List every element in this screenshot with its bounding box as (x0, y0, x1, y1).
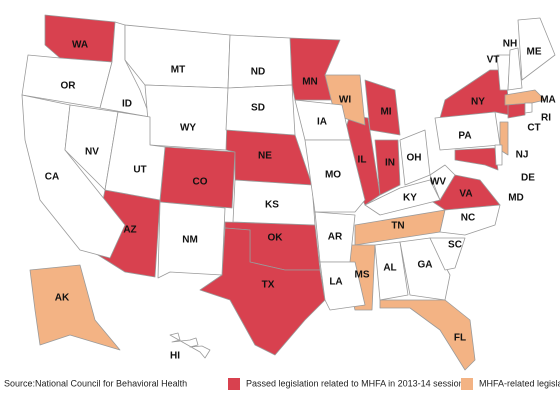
state-label: LA (329, 277, 342, 288)
state-label: SD (251, 103, 265, 114)
state (379, 299, 476, 371)
state-label: MN (302, 77, 318, 88)
state (364, 79, 401, 136)
state (169, 332, 211, 359)
state (319, 261, 366, 311)
state (44, 14, 116, 63)
state-label: CO (193, 177, 208, 188)
state-label: CT (527, 123, 540, 134)
state-label: MT (171, 65, 185, 76)
state-label: TN (391, 221, 404, 232)
labels-layer: WA AZ CO NE OK TX MN IL IN MI NY VA MD CT WI MA NJ TN MS FL… (45, 39, 556, 362)
state-label: WV (430, 177, 446, 188)
state (157, 201, 226, 279)
state (124, 24, 231, 89)
legend-swatch (461, 378, 473, 390)
state-label: HI (170, 351, 180, 362)
state (429, 164, 456, 201)
state-label: KY (403, 193, 417, 204)
state-label: IL (358, 155, 367, 166)
state-label: RI (541, 113, 551, 124)
state-label: IA (317, 117, 327, 128)
state-label: WY (180, 123, 196, 134)
state-label: ND (251, 67, 265, 78)
state (364, 179, 441, 216)
states-layer (21, 14, 556, 371)
state-label: TX (262, 280, 275, 291)
state (454, 147, 499, 171)
legend-label: MHFA-related legislation failed (479, 378, 560, 388)
state-label: OH (407, 153, 422, 164)
source: Source:National Council for Behavioral H… (4, 378, 187, 388)
state-label: MO (325, 170, 341, 181)
state-label: NJ (516, 150, 529, 161)
state-label: MD (508, 193, 524, 204)
state-label: NC (461, 213, 475, 224)
state-label: ID (122, 99, 132, 110)
state-label: VT (487, 55, 500, 66)
state (232, 179, 316, 226)
state-label: AK (55, 293, 70, 304)
state (144, 84, 229, 151)
state-label: CA (45, 172, 59, 183)
state-label: NH (503, 39, 517, 50)
state-label: OK (268, 233, 284, 244)
state-label: MA (540, 95, 556, 106)
state-label: ME (527, 47, 542, 58)
state (29, 264, 121, 351)
state-label: FL (454, 333, 466, 344)
state (524, 102, 533, 114)
state (507, 47, 523, 91)
legend-label: Passed legislation related to MHFA in 20… (246, 378, 464, 388)
state-label: NE (258, 151, 272, 162)
state-label: MI (380, 107, 391, 118)
state (494, 144, 503, 166)
state (225, 84, 296, 136)
state (504, 89, 546, 106)
state-label: SC (448, 240, 462, 251)
state-label: AZ (123, 225, 136, 236)
state-label: PA (458, 131, 471, 142)
legend-swatch (228, 378, 240, 390)
state-label: WA (72, 40, 88, 51)
state (507, 102, 526, 119)
state-label: DE (521, 173, 535, 184)
state (227, 34, 293, 89)
state (104, 111, 166, 201)
state-label: NV (85, 147, 99, 158)
state (304, 139, 366, 213)
state (429, 237, 466, 271)
state-label: MS (355, 270, 370, 281)
state-label: KS (265, 200, 279, 211)
state-label: IN (385, 158, 395, 169)
state-label: NM (182, 235, 198, 246)
state (199, 227, 326, 356)
state (439, 204, 501, 236)
state-label: OR (61, 81, 77, 92)
state-label: AR (328, 232, 343, 243)
state (517, 17, 556, 81)
state-label: AL (383, 263, 396, 274)
state-label: GA (418, 260, 433, 271)
state (374, 139, 401, 196)
state-label: NY (471, 97, 485, 108)
state (374, 241, 409, 301)
state-label: VA (459, 189, 472, 200)
state-label: WI (339, 95, 351, 106)
state-label: UT (133, 165, 146, 176)
